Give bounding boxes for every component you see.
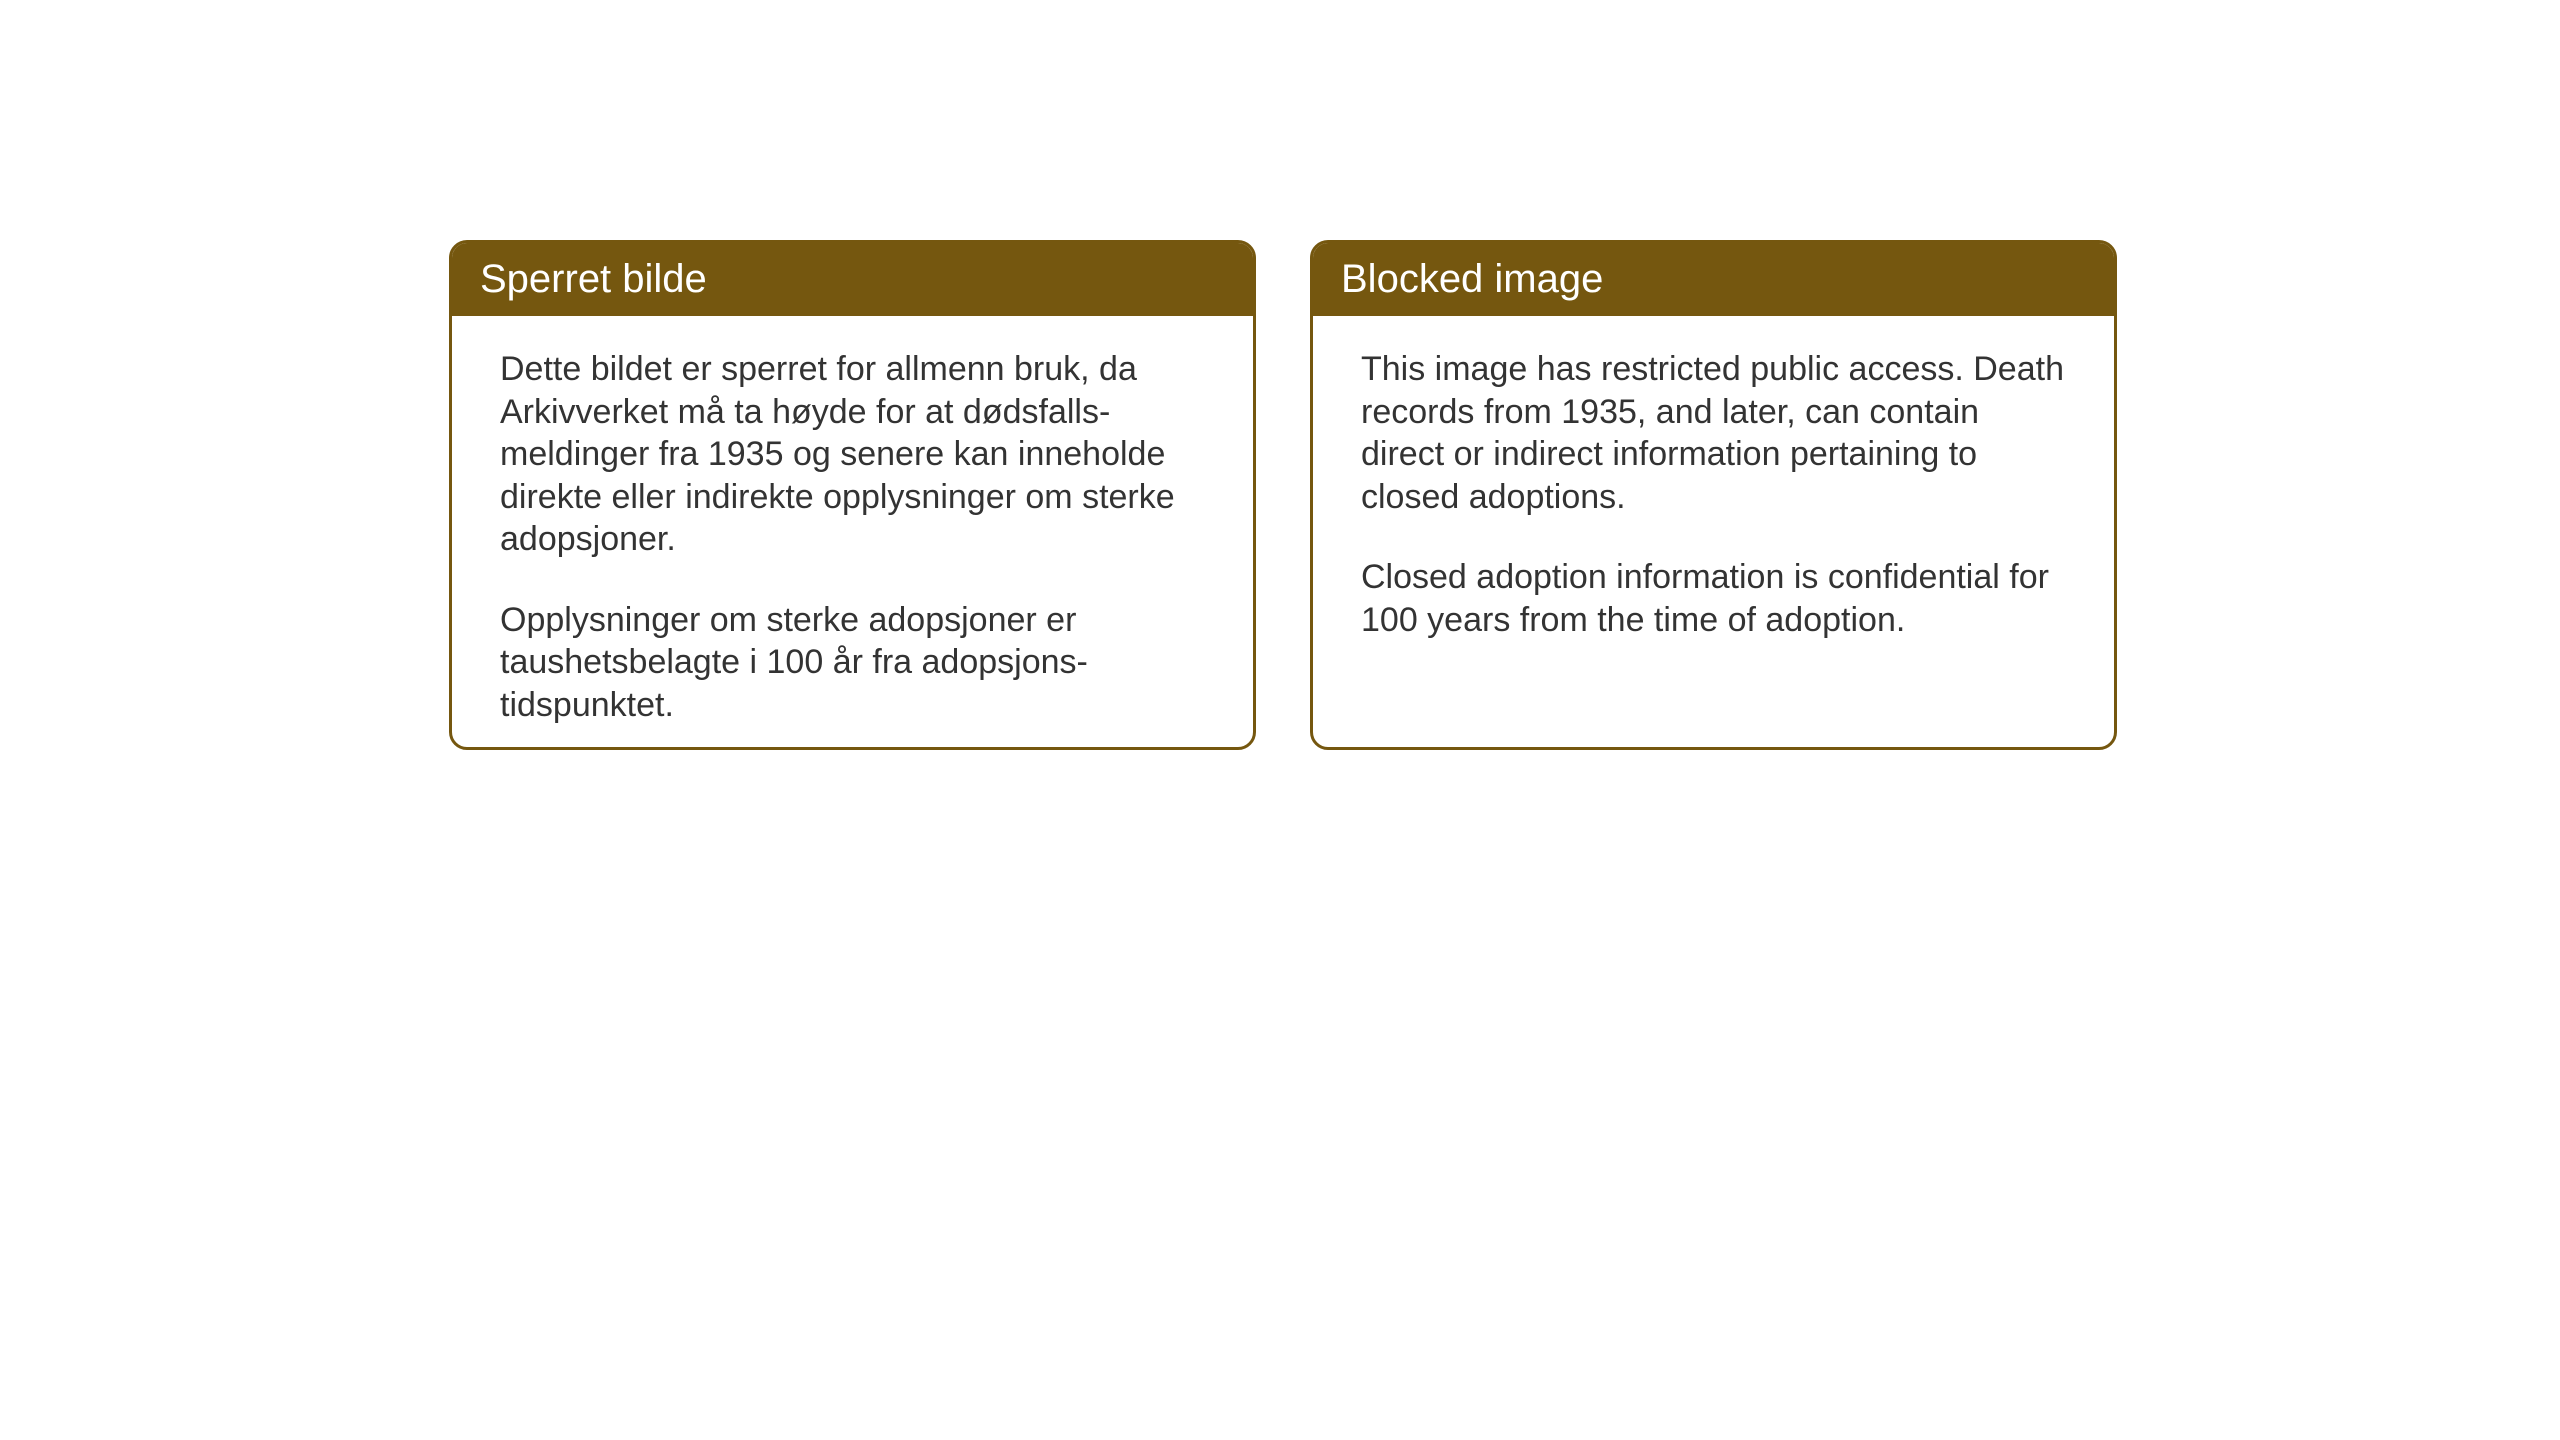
english-paragraph-1: This image has restricted public access.… [1361,348,2066,518]
norwegian-card-body: Dette bildet er sperret for allmenn bruk… [452,316,1253,750]
english-card-title: Blocked image [1313,243,2114,316]
norwegian-paragraph-2: Opplysninger om sterke adopsjoner er tau… [500,599,1205,727]
norwegian-card: Sperret bilde Dette bildet er sperret fo… [449,240,1256,750]
norwegian-paragraph-1: Dette bildet er sperret for allmenn bruk… [500,348,1205,561]
english-paragraph-2: Closed adoption information is confident… [1361,556,2066,641]
cards-container: Sperret bilde Dette bildet er sperret fo… [449,240,2117,750]
english-card: Blocked image This image has restricted … [1310,240,2117,750]
norwegian-card-title: Sperret bilde [452,243,1253,316]
english-card-body: This image has restricted public access.… [1313,316,2114,673]
